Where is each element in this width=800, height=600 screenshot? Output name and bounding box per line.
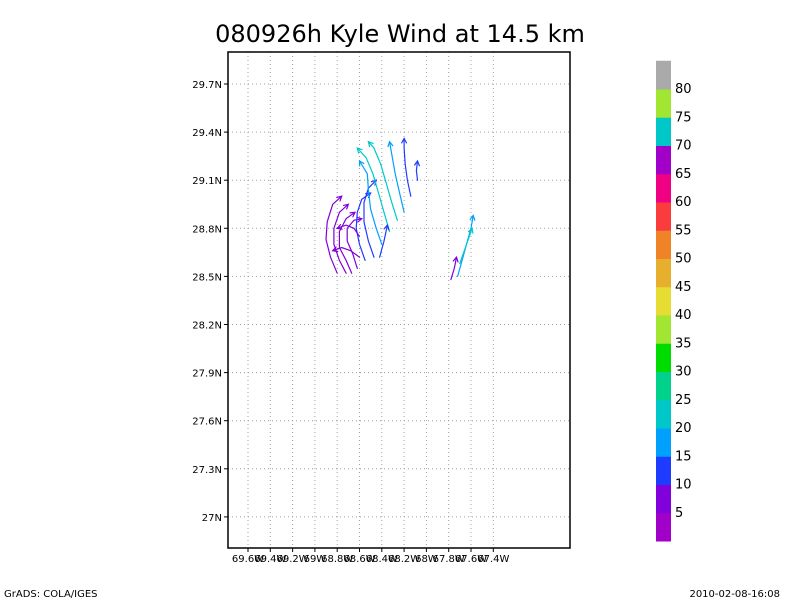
map-grid — [228, 52, 570, 548]
lon-tick-label: 68.6W — [343, 554, 375, 565]
colorbar-swatch — [656, 230, 671, 259]
streamline-arrowhead — [342, 203, 350, 210]
streamline — [459, 227, 473, 265]
colorbar-label: 30 — [675, 365, 692, 380]
lat-tick-label: 27.6N — [192, 417, 222, 428]
streamline — [358, 160, 383, 245]
colorbar-swatch — [656, 399, 671, 429]
streamline — [403, 137, 412, 197]
streamline — [450, 256, 458, 281]
streamline-arrowhead — [469, 214, 476, 221]
lat-tick-label: 29.4N — [192, 128, 222, 139]
streamline — [356, 147, 391, 233]
latitude-labels: 29.7N 29.4N 29.1N 28.8N 28.5N 28.2N 27.9N 27.6N… — [192, 80, 228, 524]
streamline-arrowhead — [356, 216, 363, 223]
streamline — [379, 224, 388, 258]
lat-tick-label: 27.9N — [192, 369, 222, 380]
colorbar-swatch — [656, 371, 671, 401]
colorbar-swatch — [656, 456, 671, 485]
lon-tick-label: 67.6W — [455, 554, 487, 565]
colorbar-swatch — [656, 428, 671, 457]
streamline-arrowhead — [383, 223, 390, 231]
lon-tick-label: 69.6W — [232, 554, 264, 565]
streamline — [415, 160, 419, 181]
streamline-arrowhead — [414, 159, 420, 167]
streamline-arrowhead — [336, 195, 343, 202]
lat-tick-label: 29.7N — [192, 80, 222, 91]
colorbar-swatch — [656, 89, 671, 118]
colorbar-label: 25 — [675, 393, 692, 408]
colorbar-label: 60 — [675, 195, 692, 210]
lat-tick-label: 27.3N — [192, 465, 222, 476]
colorbar-swatch — [656, 512, 671, 542]
colorbar: 5 10 15 20 25 30 35 40 45 50 55 60 65 70 75 80 — [656, 60, 692, 542]
lat-tick-label: 29.1N — [192, 176, 222, 187]
streamlines — [325, 137, 476, 281]
lon-tick-label: 68.2W — [388, 554, 420, 565]
streamline — [367, 141, 398, 221]
colorbar-label: 55 — [675, 223, 692, 238]
lon-tick-label: 68.4W — [366, 554, 398, 565]
lon-tick-label: 69.4W — [254, 554, 286, 565]
footer-timestamp: 2010-02-08-16:08 — [689, 589, 780, 600]
colorbar-label: 80 — [675, 82, 692, 97]
lat-tick-label: 28.2N — [192, 321, 222, 332]
lat-tick-label: 28.8N — [192, 224, 222, 235]
streamline — [355, 192, 372, 261]
streamline — [346, 218, 363, 269]
lon-tick-label: 68W — [415, 554, 438, 565]
colorbar-label: 45 — [675, 280, 692, 295]
streamline — [389, 141, 405, 213]
streamline-arrowhead — [452, 255, 459, 263]
lat-tick-label: 27N — [202, 513, 222, 524]
colorbar-label: 65 — [675, 167, 692, 182]
colorbar-swatch — [656, 343, 671, 372]
colorbar-label: 20 — [675, 421, 692, 436]
colorbar-swatch — [656, 145, 671, 175]
streamline-arrowhead — [387, 140, 394, 148]
colorbar-swatch — [656, 202, 671, 231]
colorbar-swatch — [656, 286, 671, 316]
map-frame — [227, 51, 571, 549]
streamline-arrowhead — [349, 211, 357, 218]
streamline-arrowhead — [467, 227, 474, 234]
lon-tick-label: 69.2W — [277, 554, 309, 565]
lon-tick-label: 69W — [304, 554, 327, 565]
streamline — [333, 203, 349, 274]
colorbar-label: 15 — [675, 449, 692, 464]
streamline-arrowhead — [331, 246, 339, 253]
streamline-arrowhead — [356, 147, 363, 154]
map-title: 080926h Kyle Wind at 14.5 km — [215, 20, 585, 48]
longitude-labels: 69.6W69.4W69.2W69W68.8W68.6W68.4W68.2W68… — [232, 548, 509, 565]
streamline-arrowhead — [401, 137, 408, 144]
streamline — [363, 179, 377, 258]
colorbar-label: 10 — [675, 478, 692, 493]
colorbar-swatch — [656, 173, 671, 203]
streamline-arrowhead — [336, 224, 343, 230]
colorbar-label: 40 — [675, 308, 692, 323]
colorbar-swatch — [656, 117, 671, 146]
streamline — [325, 195, 343, 274]
streamline — [336, 224, 361, 237]
colorbar-label: 35 — [675, 336, 692, 351]
streamline-arrowhead — [367, 140, 374, 148]
colorbar-swatch — [656, 484, 671, 514]
colorbar-swatch — [656, 258, 671, 288]
streamline-arrowhead — [358, 159, 365, 167]
colorbar-swatch — [656, 315, 671, 344]
lat-tick-label: 28.5N — [192, 272, 222, 283]
streamline — [332, 246, 361, 258]
colorbar-label: 5 — [675, 506, 683, 521]
colorbar-label: 50 — [675, 252, 692, 267]
footer-credit: GrADS: COLA/IGES — [4, 589, 98, 600]
colorbar-swatch — [656, 60, 671, 90]
colorbar-label: 75 — [675, 110, 692, 125]
lon-tick-label: 67.8W — [433, 554, 465, 565]
colorbar-label: 70 — [675, 139, 692, 154]
lon-tick-label: 68.8W — [321, 554, 353, 565]
lon-tick-label: 67.4W — [477, 554, 509, 565]
streamline — [338, 211, 356, 274]
